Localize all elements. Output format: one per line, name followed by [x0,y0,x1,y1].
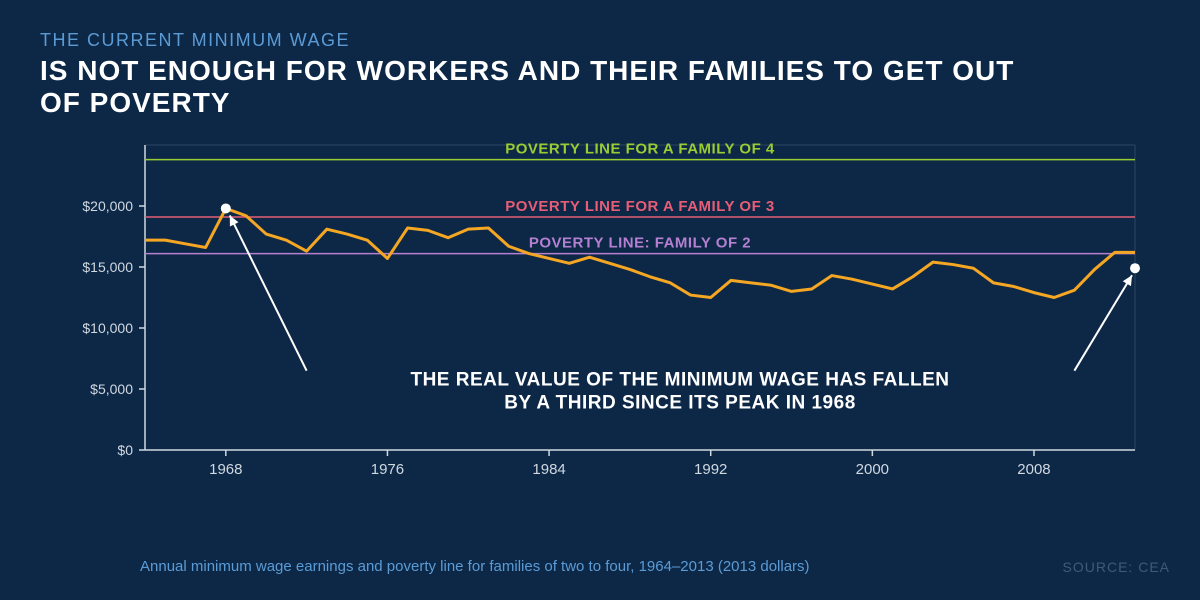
chart-svg: $0 $5,000 $10,000 $15,000 $20,000 1968 1976 198… [70,140,1145,500]
y-tick-label: $0 [117,442,133,458]
header: THE CURRENT MINIMUM WAGE IS NOT ENOUGH F… [0,0,1200,129]
x-tick-label: 1984 [532,461,565,478]
y-tick-label: $10,000 [82,320,133,336]
poverty-line-label: POVERTY LINE FOR A FAMILY OF 4 [505,141,775,158]
y-tick-label: $15,000 [82,259,133,275]
poverty-line-label: POVERTY LINE FOR A FAMILY OF 3 [505,198,775,215]
arrow-line [1074,275,1132,370]
data-marker [221,203,231,213]
footer-note: Annual minimum wage earnings and poverty… [140,558,810,575]
arrow-line [230,215,307,370]
annotation-line-2: BY A THIRD SINCE ITS PEAK IN 1968 [504,393,856,414]
x-tick-label: 1968 [209,461,242,478]
x-tick-label: 1976 [371,461,404,478]
data-marker [1130,263,1140,273]
y-tick-label: $20,000 [82,198,133,214]
poverty-line-label: POVERTY LINE: FAMILY OF 2 [529,235,751,252]
eyebrow-text: THE CURRENT MINIMUM WAGE [40,30,1160,51]
x-tick-label: 2008 [1017,461,1050,478]
x-tick-label: 2000 [856,461,889,478]
source-credit: SOURCE: CEA [1063,559,1170,575]
chart-container: $0 $5,000 $10,000 $15,000 $20,000 1968 1976 198… [70,140,1145,500]
x-tick-label: 1992 [694,461,727,478]
main-title: IS NOT ENOUGH FOR WORKERS AND THEIR FAMI… [40,55,1040,119]
annotation-line-1: THE REAL VALUE OF THE MINIMUM WAGE HAS F… [410,369,949,390]
y-tick-label: $5,000 [90,381,133,397]
